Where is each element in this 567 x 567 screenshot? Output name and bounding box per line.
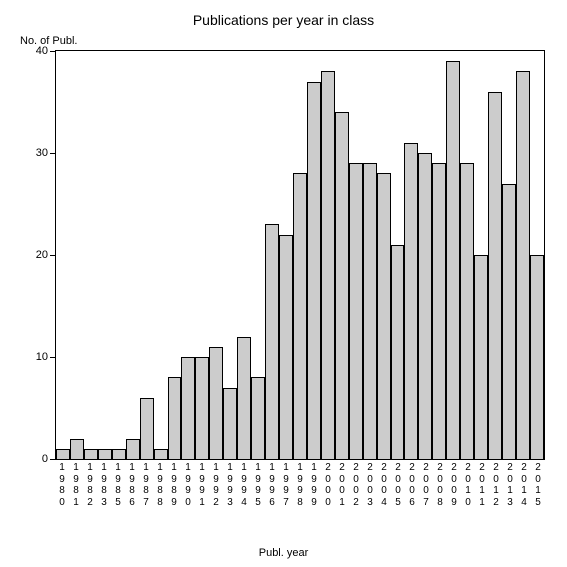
x-tick-label: 2012 — [489, 462, 503, 508]
x-tick-label: 1988 — [153, 462, 167, 508]
bar — [418, 153, 432, 459]
bars-group — [56, 51, 544, 459]
bar — [404, 143, 418, 459]
x-tick-label: 1981 — [69, 462, 83, 508]
x-tick-label: 1991 — [195, 462, 209, 508]
y-tick-label: 30 — [36, 147, 48, 159]
bar — [237, 337, 251, 459]
x-tick-label: 1996 — [265, 462, 279, 508]
bar — [70, 439, 84, 459]
x-tick-label: 2008 — [433, 462, 447, 508]
bar — [251, 377, 265, 459]
x-tick-labels: 1980198119821983198519861987198819891990… — [55, 462, 545, 508]
bar — [140, 398, 154, 459]
bar — [432, 163, 446, 459]
x-tick-label: 2004 — [377, 462, 391, 508]
bar — [488, 92, 502, 459]
bar — [56, 449, 70, 459]
bar — [377, 173, 391, 459]
x-tick-label: 1985 — [111, 462, 125, 508]
y-axis-label: No. of Publ. — [20, 35, 77, 47]
x-tick-label: 1983 — [97, 462, 111, 508]
x-tick-label: 1980 — [55, 462, 69, 508]
x-tick-label: 1989 — [167, 462, 181, 508]
x-tick-label: 2007 — [419, 462, 433, 508]
bar — [98, 449, 112, 459]
y-tick-label: 0 — [42, 453, 48, 465]
bar — [474, 255, 488, 459]
x-tick-label: 2002 — [349, 462, 363, 508]
bar — [335, 112, 349, 459]
x-tick-label: 1999 — [307, 462, 321, 508]
x-tick-label: 1998 — [293, 462, 307, 508]
x-tick-label: 2014 — [517, 462, 531, 508]
bar — [209, 347, 223, 459]
bar — [126, 439, 140, 459]
y-tick — [50, 357, 56, 358]
y-tick — [50, 459, 56, 460]
bar — [307, 82, 321, 459]
bar — [321, 71, 335, 459]
bar — [223, 388, 237, 459]
bar — [516, 71, 530, 459]
x-tick-label: 1992 — [209, 462, 223, 508]
x-tick-label: 1993 — [223, 462, 237, 508]
bar — [84, 449, 98, 459]
bar — [502, 184, 516, 459]
x-tick-label: 2011 — [475, 462, 489, 508]
x-tick-label: 2015 — [531, 462, 545, 508]
x-axis-label: Publ. year — [0, 547, 567, 559]
x-tick-label: 2000 — [321, 462, 335, 508]
plot-area: 010203040 — [55, 50, 545, 460]
bar — [181, 357, 195, 459]
x-tick-label: 2001 — [335, 462, 349, 508]
x-tick-label: 2003 — [363, 462, 377, 508]
x-tick-label: 1982 — [83, 462, 97, 508]
bar — [460, 163, 474, 459]
bar — [530, 255, 544, 459]
chart-container: Publications per year in class No. of Pu… — [0, 0, 567, 567]
x-tick-label: 1997 — [279, 462, 293, 508]
x-tick-label: 2009 — [447, 462, 461, 508]
y-tick-label: 10 — [36, 351, 48, 363]
bar — [168, 377, 182, 459]
bar — [279, 235, 293, 459]
y-tick — [50, 51, 56, 52]
x-tick-label: 2013 — [503, 462, 517, 508]
x-tick-label: 2010 — [461, 462, 475, 508]
bar — [293, 173, 307, 459]
bar — [391, 245, 405, 459]
bar — [112, 449, 126, 459]
chart-title: Publications per year in class — [0, 12, 567, 28]
bar — [154, 449, 168, 459]
bar — [446, 61, 460, 459]
x-tick-label: 2006 — [405, 462, 419, 508]
bar — [349, 163, 363, 459]
x-tick-label: 1994 — [237, 462, 251, 508]
x-tick-label: 1995 — [251, 462, 265, 508]
x-tick-label: 1987 — [139, 462, 153, 508]
bar — [265, 224, 279, 459]
x-tick-label: 2005 — [391, 462, 405, 508]
x-tick-label: 1990 — [181, 462, 195, 508]
y-tick — [50, 255, 56, 256]
y-tick — [50, 153, 56, 154]
y-tick-label: 40 — [36, 45, 48, 57]
bar — [195, 357, 209, 459]
bar — [363, 163, 377, 459]
y-tick-label: 20 — [36, 249, 48, 261]
x-tick-label: 1986 — [125, 462, 139, 508]
